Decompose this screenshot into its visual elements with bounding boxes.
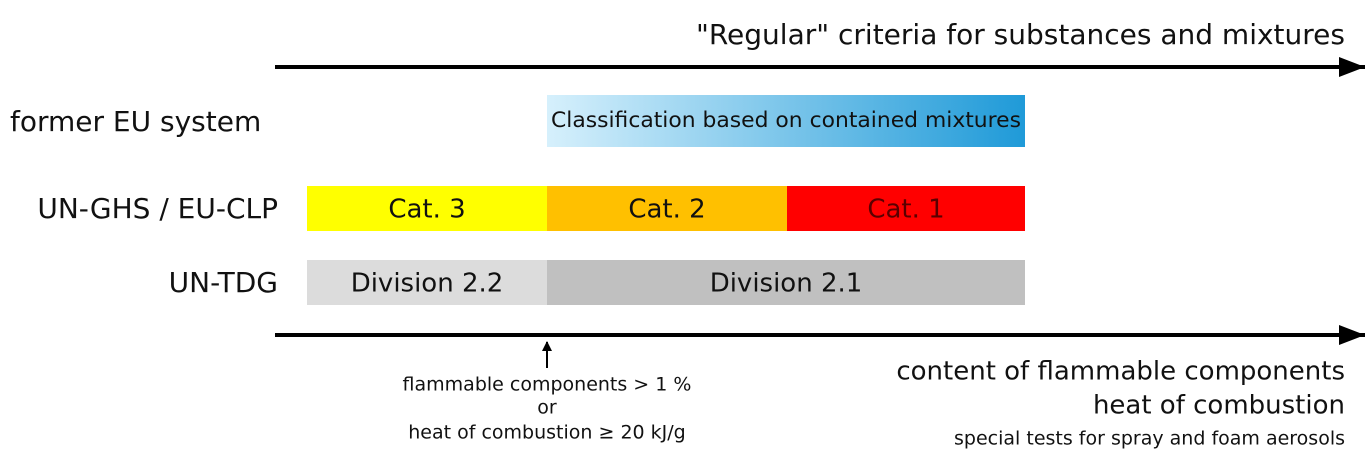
row-label: UN-GHS / EU-CLP [37, 192, 278, 225]
axis-text: content of flammable components [896, 357, 1345, 387]
bar [307, 186, 547, 231]
threshold-text: or [537, 397, 557, 419]
axis-text: special tests for spray and foam aerosol… [954, 428, 1345, 450]
bar [547, 186, 787, 231]
threshold-text: heat of combustion ≥ 20 kJ/g [408, 422, 685, 444]
bar-label: Division 2.2 [351, 269, 504, 299]
row-label: former EU system [10, 105, 261, 138]
bar [787, 186, 1025, 231]
threshold-text: flammable components > 1 % [403, 374, 692, 396]
row-label: UN-TDG [169, 266, 278, 299]
axis-text: heat of combustion [1093, 391, 1345, 421]
bar-label: Cat. 1 [867, 195, 944, 225]
title: "Regular" criteria for substances and mi… [696, 18, 1345, 51]
bar [547, 95, 1025, 147]
bar-label: Cat. 2 [628, 195, 705, 225]
bar [547, 260, 1025, 305]
bar-label: Cat. 3 [388, 195, 465, 225]
bar-label: Classification based on contained mixtur… [551, 108, 1021, 132]
bar [307, 260, 547, 305]
bar-label: Division 2.1 [710, 269, 863, 299]
